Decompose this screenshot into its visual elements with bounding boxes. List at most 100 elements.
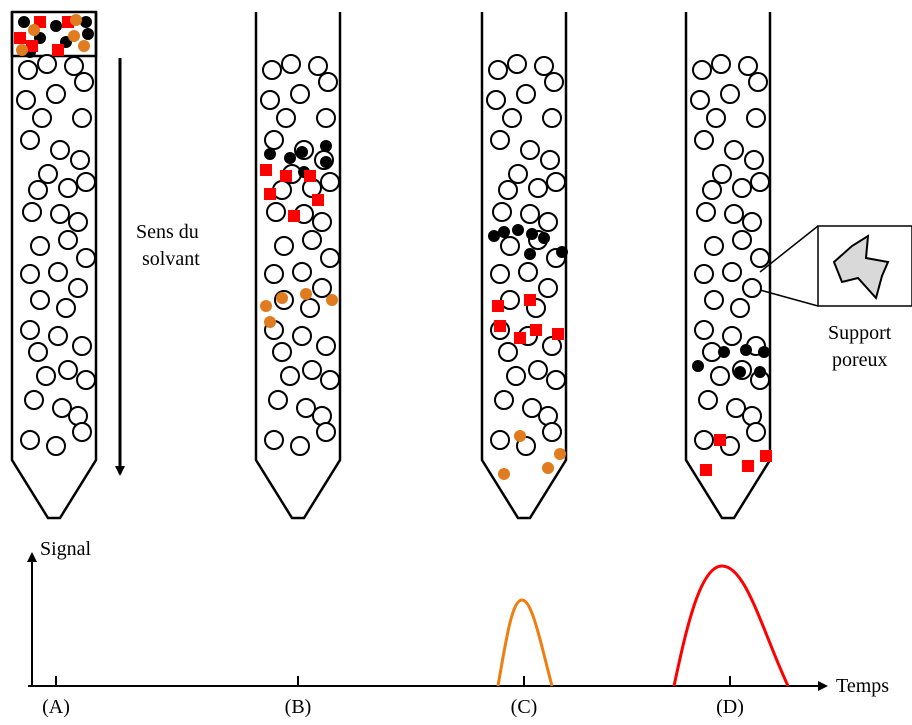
stationary-bead (281, 54, 301, 74)
orange-particle (264, 316, 276, 328)
stationary-bead (492, 202, 512, 222)
stationary-bead (18, 60, 38, 80)
stationary-bead (542, 422, 562, 442)
stationary-bead (46, 436, 66, 456)
red-particle (264, 188, 276, 200)
stationary-bead (546, 172, 566, 192)
stationary-bead (748, 72, 768, 92)
stationary-bead (746, 422, 766, 442)
stationary-bead (690, 90, 710, 110)
stationary-bead (542, 108, 562, 128)
solvent-label-line1: Sens du (136, 221, 199, 243)
stationary-bead (528, 178, 548, 198)
red-particle (312, 194, 324, 206)
stationary-bead (38, 164, 58, 184)
sample-particles-d (692, 344, 772, 476)
stationary-bead (264, 264, 284, 284)
stationary-bead (507, 54, 527, 74)
stationary-bead (56, 298, 76, 318)
stationary-bead (730, 298, 750, 318)
stationary-bead (264, 430, 284, 450)
stationary-bead (506, 366, 526, 386)
stationary-bead (692, 60, 712, 80)
stationary-bead (710, 366, 730, 386)
stationary-bead (720, 84, 740, 104)
stationary-bead (312, 278, 332, 298)
support-label-line2: poreux (832, 349, 888, 371)
porous-particle-icon (832, 234, 890, 301)
stationary-bead (520, 140, 540, 160)
black-particle (692, 360, 704, 372)
stationary-bead (732, 178, 752, 198)
black-particle (488, 230, 500, 242)
orange-particle (514, 430, 526, 442)
tick-label-b: (B) (285, 696, 312, 718)
stationary-bead (58, 360, 78, 380)
stationary-bead (68, 212, 88, 232)
stationary-bead (296, 398, 316, 418)
stationary-bead (704, 236, 724, 256)
red-particle (714, 434, 726, 446)
stationary-bead (32, 108, 52, 128)
red-particle (260, 164, 272, 176)
stationary-bead (20, 130, 40, 150)
red-particle (288, 210, 300, 222)
black-particle (734, 366, 746, 378)
porous-support-callout: Support poreux (759, 225, 912, 371)
stationary-bead (498, 180, 518, 200)
stationary-bead (312, 212, 332, 232)
stationary-bead (696, 202, 716, 222)
solvent-label-line2: solvant (142, 248, 200, 270)
stationary-bead (318, 72, 338, 92)
red-particle (700, 464, 712, 476)
black-particle (320, 140, 332, 152)
column-d (684, 12, 772, 520)
black-particle (754, 366, 766, 378)
stationary-bead (272, 342, 292, 362)
stationary-bead (24, 390, 44, 410)
stationary-bead (490, 430, 510, 450)
stationary-bead (50, 204, 70, 224)
stationary-bead (546, 370, 566, 390)
stationary-bead (260, 90, 280, 110)
stationary-bead (72, 336, 92, 356)
stationary-bead (490, 130, 510, 150)
orange-particle (554, 448, 566, 460)
stationary-bead (500, 236, 520, 256)
y-axis-label: Signal (40, 538, 92, 560)
stationary-bead (742, 278, 762, 298)
black-particle (498, 226, 510, 238)
stationary-bead (488, 60, 508, 80)
black-particle (320, 156, 332, 168)
tick-label-a: (A) (42, 696, 70, 718)
black-particle (80, 16, 92, 28)
orange-particle (326, 294, 338, 306)
stationary-bead (292, 326, 312, 346)
black-particle (526, 228, 538, 240)
stationary-bead (316, 336, 336, 356)
orange-particle (276, 292, 288, 304)
black-particle (556, 246, 568, 258)
stationary-bead (20, 430, 40, 450)
stationary-bead (36, 366, 56, 386)
stationary-bead (750, 172, 770, 192)
sample-particles-b (260, 140, 338, 328)
stationary-bead (266, 202, 286, 222)
stationary-bead (68, 278, 88, 298)
orange-particle (68, 30, 80, 42)
orange-particle (542, 462, 554, 474)
stationary-bead (742, 212, 762, 232)
stationary-bead (76, 248, 96, 268)
red-particle (514, 332, 526, 344)
column-c (480, 12, 568, 520)
red-particle (492, 300, 504, 312)
stationary-bead (528, 360, 548, 380)
stationary-bead (540, 150, 560, 170)
stationary-bead (316, 422, 336, 442)
stationary-bead (726, 398, 746, 418)
red-particle (552, 328, 564, 340)
stationary-bead (320, 370, 340, 390)
stationary-bead (20, 320, 40, 340)
x-axis-label: Temps (836, 675, 889, 697)
stationary-bead (22, 202, 42, 222)
